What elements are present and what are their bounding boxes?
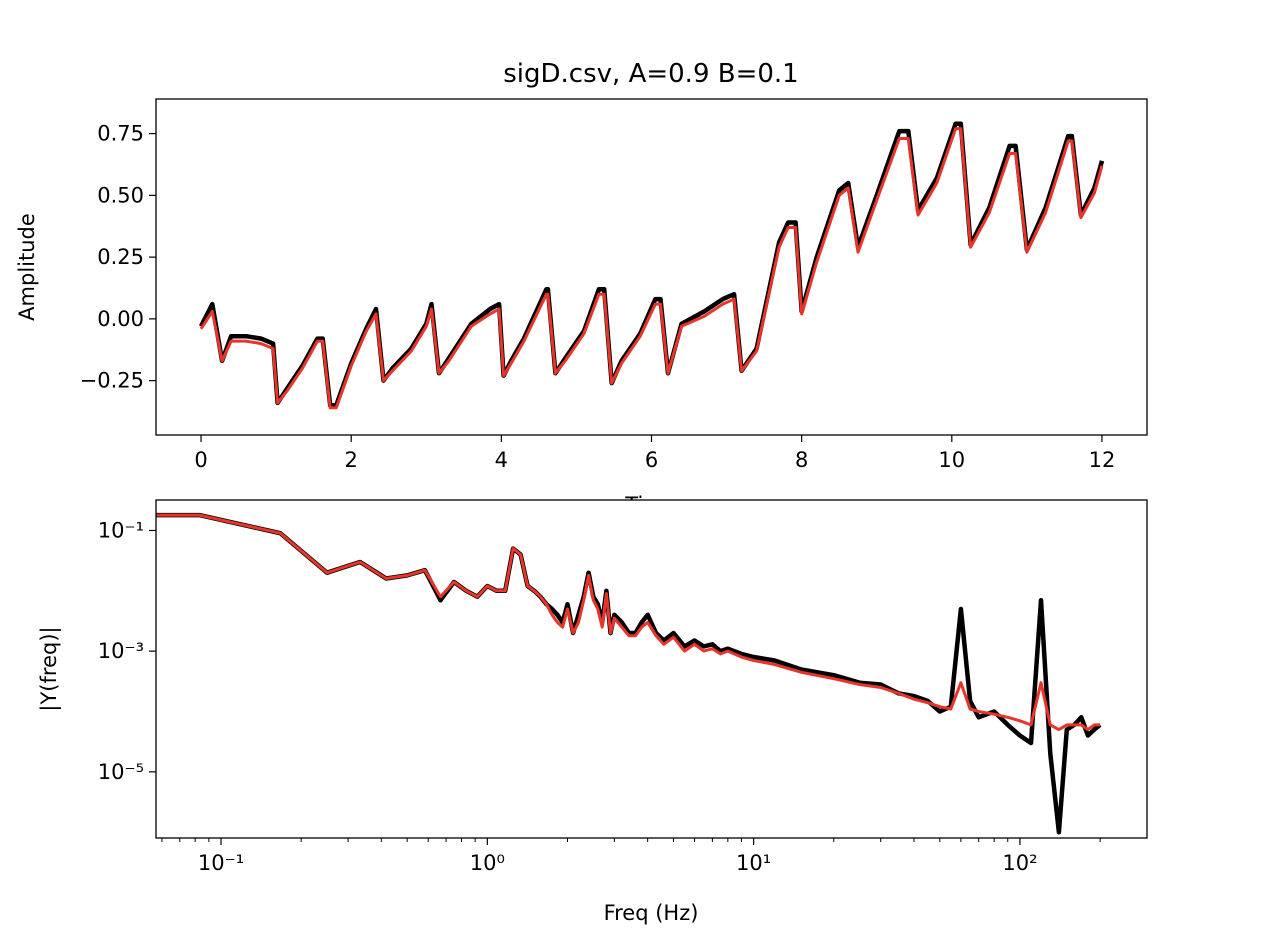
y-tick-label: 0.00 bbox=[97, 307, 144, 331]
y-tick-label: 0.50 bbox=[97, 183, 144, 207]
y-tick-label: 10⁻⁵ bbox=[98, 760, 144, 784]
x-tick-label: 10 bbox=[938, 448, 965, 472]
bottom-axes-frame bbox=[155, 499, 1148, 839]
y-tick-label: −0.25 bbox=[80, 369, 144, 393]
top-axes: 0 2 4 6 8 10 12 −0.25 0.00 0.25 0.50 0.75 bbox=[80, 98, 1148, 472]
bottom-x-axis-label: Freq (Hz) bbox=[604, 901, 699, 925]
x-tick-label: 6 bbox=[645, 448, 658, 472]
series-line-2 bbox=[199, 127, 1104, 410]
bottom-y-axis-label: |Y(freq)| bbox=[37, 626, 62, 711]
x-tick-label: 12 bbox=[1089, 448, 1116, 472]
bottom-axes-background bbox=[156, 500, 1147, 838]
bottom-axes: 10⁻¹ 10⁰ 10¹ 10² 10⁻⁵ 10⁻³ 10⁻¹ bbox=[98, 499, 1148, 875]
x-tick-label: 8 bbox=[795, 448, 808, 472]
x-tick-label: 10⁰ bbox=[470, 851, 505, 875]
x-tick-label: 0 bbox=[194, 448, 207, 472]
x-tick-label: 2 bbox=[345, 448, 358, 472]
y-tick-label: 0.75 bbox=[97, 122, 144, 146]
x-tick-label: 4 bbox=[495, 448, 508, 472]
x-tick-label: 10² bbox=[1002, 851, 1037, 875]
y-tick-label: 10⁻¹ bbox=[98, 518, 144, 542]
x-tick-label: 10¹ bbox=[736, 851, 771, 875]
y-tick-label: 0.25 bbox=[97, 245, 144, 269]
chart-title: sigD.csv, A=0.9 B=0.1 bbox=[503, 59, 798, 89]
top-y-axis-label: Amplitude bbox=[15, 213, 39, 321]
y-tick-label: 10⁻³ bbox=[98, 639, 144, 663]
x-tick-label: 10⁻¹ bbox=[198, 851, 244, 875]
series-line-2 bbox=[156, 513, 1101, 732]
